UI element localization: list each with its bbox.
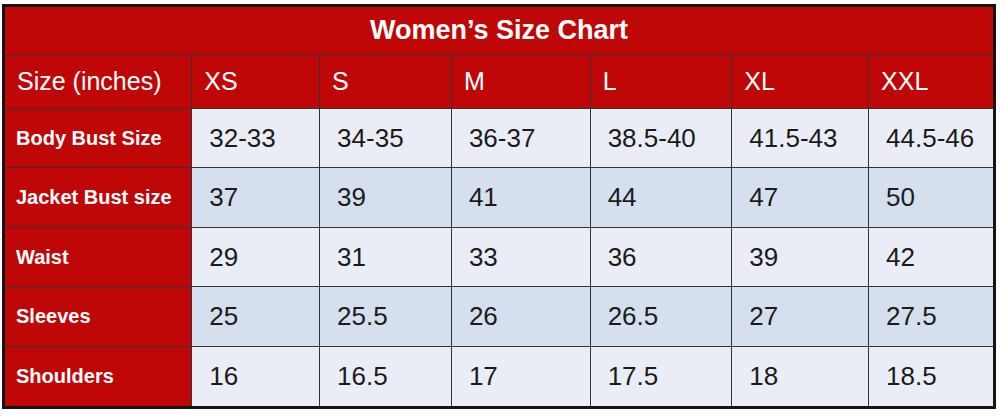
column-header-m: M bbox=[451, 55, 590, 109]
table-cell: 26.5 bbox=[590, 287, 732, 346]
table-cell: 42 bbox=[869, 227, 995, 286]
table-cell: 27.5 bbox=[869, 287, 995, 346]
table-cell: 36-37 bbox=[451, 109, 590, 168]
column-header-s: S bbox=[320, 55, 452, 109]
table-row-body-bust: Body Bust Size 32-33 34-35 36-37 38.5-40… bbox=[4, 109, 995, 168]
table-cell: 39 bbox=[320, 168, 452, 227]
table-cell: 34-35 bbox=[320, 109, 452, 168]
table-cell: 41.5-43 bbox=[732, 109, 869, 168]
table-cell: 44.5-46 bbox=[869, 109, 995, 168]
table-cell: 25.5 bbox=[320, 287, 452, 346]
table-cell: 31 bbox=[320, 227, 452, 286]
table-cell: 18.5 bbox=[869, 346, 995, 407]
table-cell: 41 bbox=[451, 168, 590, 227]
table-cell: 27 bbox=[732, 287, 869, 346]
size-chart-table: Women’s Size Chart Size (inches) XS S M … bbox=[2, 4, 996, 409]
row-label-shoulders: Shoulders bbox=[4, 346, 192, 407]
column-header-xs: XS bbox=[192, 55, 320, 109]
table-row-sleeves: Sleeves 25 25.5 26 26.5 27 27.5 bbox=[4, 287, 995, 346]
table-row-shoulders: Shoulders 16 16.5 17 17.5 18 18.5 bbox=[4, 346, 995, 407]
column-header-size-inches: Size (inches) bbox=[4, 55, 192, 109]
chart-title: Women’s Size Chart bbox=[4, 6, 995, 55]
header-row: Size (inches) XS S M L XL XXL bbox=[4, 55, 995, 109]
table-cell: 18 bbox=[732, 346, 869, 407]
table-cell: 36 bbox=[590, 227, 732, 286]
table-cell: 39 bbox=[732, 227, 869, 286]
table-cell: 16.5 bbox=[320, 346, 452, 407]
table-cell: 16 bbox=[192, 346, 320, 407]
table-cell: 29 bbox=[192, 227, 320, 286]
table-cell: 26 bbox=[451, 287, 590, 346]
table-cell: 32-33 bbox=[192, 109, 320, 168]
table-cell: 33 bbox=[451, 227, 590, 286]
column-header-xl: XL bbox=[732, 55, 869, 109]
table-cell: 17 bbox=[451, 346, 590, 407]
column-header-l: L bbox=[590, 55, 732, 109]
table-cell: 50 bbox=[869, 168, 995, 227]
table-cell: 44 bbox=[590, 168, 732, 227]
row-label-jacket-bust: Jacket Bust size bbox=[4, 168, 192, 227]
row-label-sleeves: Sleeves bbox=[4, 287, 192, 346]
table-cell: 37 bbox=[192, 168, 320, 227]
table-cell: 25 bbox=[192, 287, 320, 346]
table-row-jacket-bust: Jacket Bust size 37 39 41 44 47 50 bbox=[4, 168, 995, 227]
row-label-waist: Waist bbox=[4, 227, 192, 286]
column-header-xxl: XXL bbox=[869, 55, 995, 109]
row-label-body-bust: Body Bust Size bbox=[4, 109, 192, 168]
table-cell: 17.5 bbox=[590, 346, 732, 407]
table-cell: 47 bbox=[732, 168, 869, 227]
table-cell: 38.5-40 bbox=[590, 109, 732, 168]
table-row-waist: Waist 29 31 33 36 39 42 bbox=[4, 227, 995, 286]
womens-size-chart: Women’s Size Chart Size (inches) XS S M … bbox=[2, 4, 996, 409]
title-row: Women’s Size Chart bbox=[4, 6, 995, 55]
